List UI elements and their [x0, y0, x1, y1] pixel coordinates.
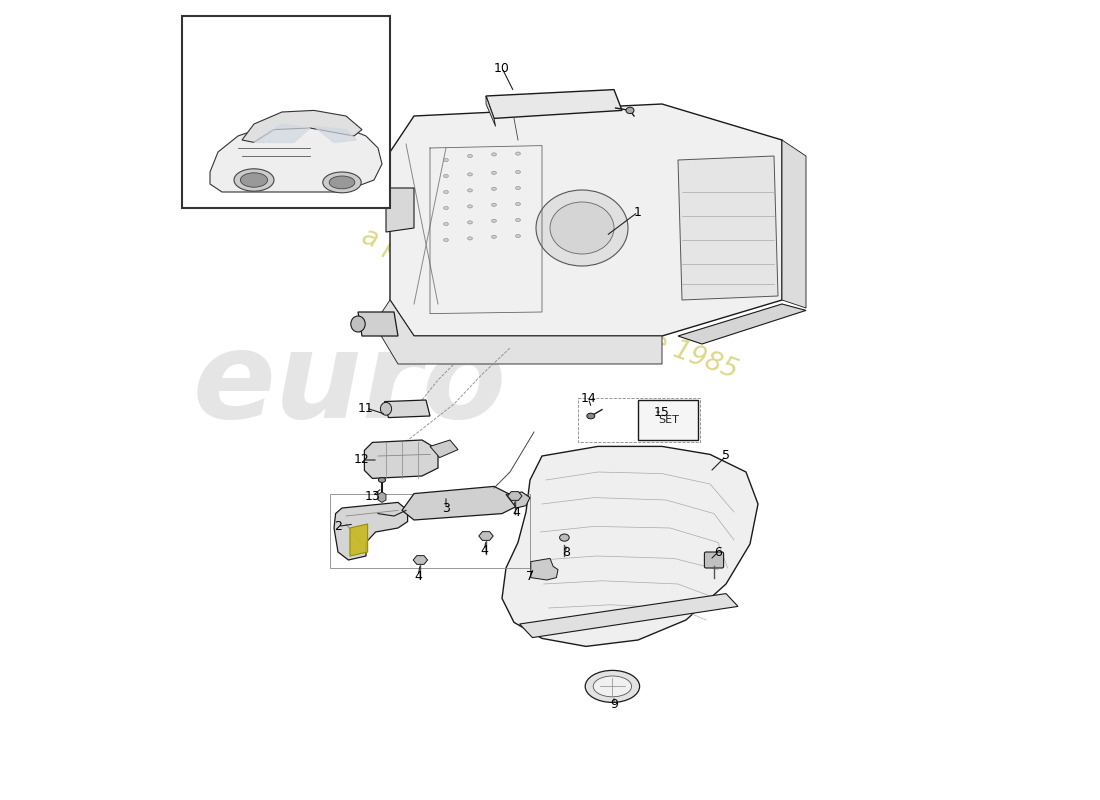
Polygon shape — [531, 558, 558, 580]
Text: 12: 12 — [354, 454, 370, 466]
FancyBboxPatch shape — [704, 552, 724, 568]
Bar — [182, 16, 390, 208]
Polygon shape — [358, 312, 398, 336]
Ellipse shape — [468, 205, 472, 208]
Polygon shape — [390, 104, 782, 336]
Text: 6: 6 — [714, 546, 722, 558]
Polygon shape — [782, 140, 806, 308]
Ellipse shape — [550, 202, 614, 254]
Bar — [330, 494, 530, 568]
Ellipse shape — [468, 237, 472, 240]
Ellipse shape — [586, 413, 595, 419]
Polygon shape — [414, 556, 428, 564]
Ellipse shape — [492, 187, 496, 190]
Polygon shape — [478, 532, 493, 540]
Ellipse shape — [516, 186, 520, 190]
Polygon shape — [314, 126, 356, 142]
Polygon shape — [519, 594, 738, 638]
Ellipse shape — [468, 189, 472, 192]
Polygon shape — [502, 446, 758, 646]
Text: 11: 11 — [359, 402, 374, 414]
Text: euro: euro — [192, 326, 507, 442]
Ellipse shape — [443, 190, 449, 194]
Ellipse shape — [626, 107, 634, 114]
Ellipse shape — [443, 222, 449, 226]
Ellipse shape — [443, 238, 449, 242]
Polygon shape — [486, 90, 621, 118]
Text: 15: 15 — [654, 406, 670, 418]
Text: a passion for parts since 1985: a passion for parts since 1985 — [359, 224, 741, 384]
Text: 1: 1 — [634, 206, 642, 218]
Text: 7: 7 — [526, 570, 534, 582]
Ellipse shape — [234, 169, 274, 191]
Text: SET: SET — [658, 415, 679, 425]
Polygon shape — [678, 156, 778, 300]
Polygon shape — [386, 188, 414, 232]
Ellipse shape — [468, 154, 472, 158]
Polygon shape — [402, 486, 518, 520]
Ellipse shape — [241, 173, 267, 187]
Ellipse shape — [516, 234, 520, 238]
Polygon shape — [242, 110, 362, 142]
Polygon shape — [364, 440, 438, 478]
Ellipse shape — [516, 218, 520, 222]
Ellipse shape — [443, 158, 449, 162]
Ellipse shape — [381, 402, 392, 415]
Ellipse shape — [585, 670, 639, 702]
Polygon shape — [678, 304, 806, 344]
Ellipse shape — [536, 190, 628, 266]
Text: 9: 9 — [610, 698, 618, 710]
Text: 8: 8 — [562, 546, 570, 558]
Polygon shape — [210, 124, 382, 192]
Ellipse shape — [492, 203, 496, 206]
FancyBboxPatch shape — [638, 400, 698, 440]
Ellipse shape — [468, 221, 472, 224]
Polygon shape — [254, 124, 310, 142]
Ellipse shape — [492, 219, 496, 222]
Ellipse shape — [516, 202, 520, 206]
Text: 4: 4 — [481, 544, 488, 557]
Polygon shape — [378, 492, 386, 502]
Text: 4: 4 — [414, 570, 422, 582]
Text: 5: 5 — [722, 450, 730, 462]
Polygon shape — [430, 440, 458, 458]
Text: 3: 3 — [442, 502, 450, 514]
Ellipse shape — [351, 316, 365, 332]
Ellipse shape — [329, 176, 355, 189]
Ellipse shape — [443, 206, 449, 210]
Polygon shape — [507, 492, 522, 500]
Ellipse shape — [516, 170, 520, 174]
Ellipse shape — [492, 153, 496, 156]
Ellipse shape — [560, 534, 569, 542]
Polygon shape — [350, 524, 367, 556]
Ellipse shape — [468, 173, 472, 176]
Polygon shape — [334, 502, 408, 560]
Polygon shape — [506, 492, 530, 508]
Ellipse shape — [593, 676, 631, 697]
Bar — [578, 398, 700, 442]
Ellipse shape — [443, 174, 449, 178]
Ellipse shape — [516, 152, 520, 155]
Text: 2: 2 — [334, 520, 342, 533]
Ellipse shape — [492, 171, 496, 174]
Text: 10: 10 — [494, 62, 510, 74]
Polygon shape — [486, 96, 496, 126]
Polygon shape — [374, 300, 662, 364]
Ellipse shape — [492, 235, 496, 238]
Ellipse shape — [322, 172, 361, 193]
Polygon shape — [384, 400, 430, 418]
Ellipse shape — [378, 478, 386, 482]
Text: 14: 14 — [581, 392, 596, 405]
Text: 4: 4 — [513, 506, 520, 518]
Text: 13: 13 — [364, 490, 381, 502]
